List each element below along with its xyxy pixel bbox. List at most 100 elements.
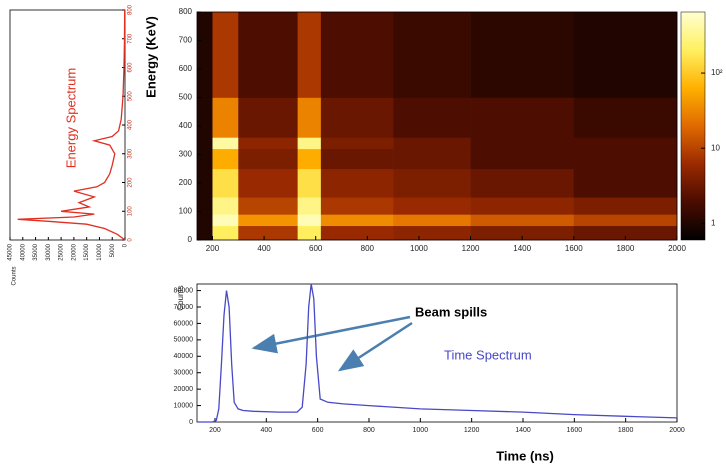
heatmap-cell	[297, 97, 322, 138]
heatmap-cell	[320, 225, 394, 241]
chart-title: Energy Spectrum	[63, 68, 78, 168]
y-tick-label: 40000	[174, 353, 194, 360]
heatmap-cell	[393, 148, 471, 170]
y-tick-label: 30000	[46, 243, 52, 260]
heatmap-cell	[238, 168, 298, 198]
x-tick-label: 800	[363, 427, 375, 434]
heatmap-cell	[197, 197, 213, 215]
heatmap-cell	[470, 137, 575, 150]
heatmap-cell	[573, 12, 678, 98]
x-tick-label: 200	[128, 177, 134, 188]
heatmap-cell	[297, 214, 322, 227]
y-tick-label: 20000	[174, 386, 194, 393]
heatmap-cell	[197, 214, 213, 227]
heatmap-cell	[470, 214, 575, 227]
annotation-arrow	[337, 321, 413, 372]
chart-title: Time Spectrum	[444, 347, 532, 362]
heatmap-cell	[197, 225, 213, 241]
heatmap-cell	[393, 225, 471, 241]
line-series	[17, 9, 126, 241]
y-tick-label: 100	[179, 207, 193, 216]
y-tick-label: 800	[179, 7, 193, 16]
heatmap-cell	[393, 97, 471, 138]
heatmap-cell	[297, 137, 322, 150]
y-tick-label: 10000	[97, 243, 103, 260]
heatmap-cell	[197, 97, 213, 138]
colorbar-tick-label: 10²	[711, 68, 723, 77]
x-tick-label: 600	[309, 244, 323, 253]
heatmap-cell	[573, 168, 678, 198]
heatmap-cell	[320, 168, 394, 198]
heatmap-cell	[393, 12, 471, 98]
annotation-arrow	[251, 315, 411, 354]
colorbar	[680, 11, 706, 241]
x-tick-label: 600	[128, 62, 134, 73]
heatmap-cell	[297, 168, 322, 198]
heatmap-cell	[573, 137, 678, 150]
x-tick-label: 600	[312, 427, 324, 434]
heatmap-cell	[238, 97, 298, 138]
heatmap-cell	[212, 197, 239, 215]
x-tick-label: 200	[206, 244, 220, 253]
annotation: Beam spills	[415, 304, 487, 319]
heatmap-cell	[197, 137, 213, 150]
heatmap-cell	[470, 12, 575, 98]
heatmap-cell	[238, 137, 298, 150]
y-tick-label: 35000	[33, 243, 39, 260]
x-tick-label: 500	[128, 91, 134, 102]
x-tick-label: 1200	[462, 244, 480, 253]
y-tick-label: 80000	[174, 287, 194, 294]
x-tick-label: 400	[257, 244, 271, 253]
line-series	[197, 283, 678, 423]
x-tick-label: 400	[128, 119, 134, 130]
x-tick-label: 2000	[668, 244, 686, 253]
heatmap-cell	[212, 148, 239, 170]
y-tick-label: 25000	[59, 243, 65, 260]
heatmap-cell	[212, 12, 239, 98]
x-tick-label: 1200	[464, 427, 480, 434]
x-tick-label: 1400	[515, 427, 531, 434]
heatmap-cell	[197, 12, 213, 98]
x-tick-label: 1000	[410, 244, 428, 253]
heatmap-cell	[573, 97, 678, 138]
y-tick-label: 60000	[174, 320, 194, 327]
x-tick-label: 1600	[565, 244, 583, 253]
x-tick-label: 400	[260, 427, 272, 434]
heatmap-cell	[297, 148, 322, 170]
heatmap-cell	[573, 225, 678, 241]
heatmap-cell	[320, 137, 394, 150]
colorbar-tick-label: 10	[711, 143, 720, 152]
heatmap-cell	[470, 225, 575, 241]
y-tick-label: 70000	[174, 304, 194, 311]
y-tick-label: 600	[179, 64, 193, 73]
x-axis-label: Time (ns)	[496, 448, 554, 463]
heatmap-cell	[297, 12, 322, 98]
heatmap-cell	[212, 97, 239, 138]
x-tick-label: 200	[209, 427, 221, 434]
heatmap-cell	[393, 197, 471, 215]
x-tick-label: 0	[128, 238, 134, 242]
heatmap-cell	[297, 197, 322, 215]
heatmap-cell	[470, 148, 575, 170]
heatmap-cell	[212, 168, 239, 198]
x-tick-label: 800	[128, 4, 134, 15]
heatmap-cell	[197, 168, 213, 198]
heatmap-cell	[393, 168, 471, 198]
heatmap-cell	[197, 148, 213, 170]
heatmap-cell	[573, 197, 678, 215]
y-tick-label: 45000	[8, 243, 14, 260]
y-axis-label: Counts	[176, 285, 185, 310]
colorbar-tick-label: 1	[711, 218, 716, 227]
y-tick-label: 0	[188, 235, 193, 244]
heatmap-cell	[212, 225, 239, 241]
heatmap-cell	[470, 197, 575, 215]
x-tick-label: 100	[128, 206, 134, 217]
x-tick-label: 300	[128, 148, 134, 159]
heatmap-cell	[238, 148, 298, 170]
heatmap-cell	[393, 137, 471, 150]
y-tick-label: 400	[179, 121, 193, 130]
x-tick-label: 700	[128, 33, 134, 44]
x-tick-label: 1000	[413, 427, 429, 434]
x-tick-label: 2000	[669, 427, 685, 434]
heatmap-cell	[238, 12, 298, 98]
